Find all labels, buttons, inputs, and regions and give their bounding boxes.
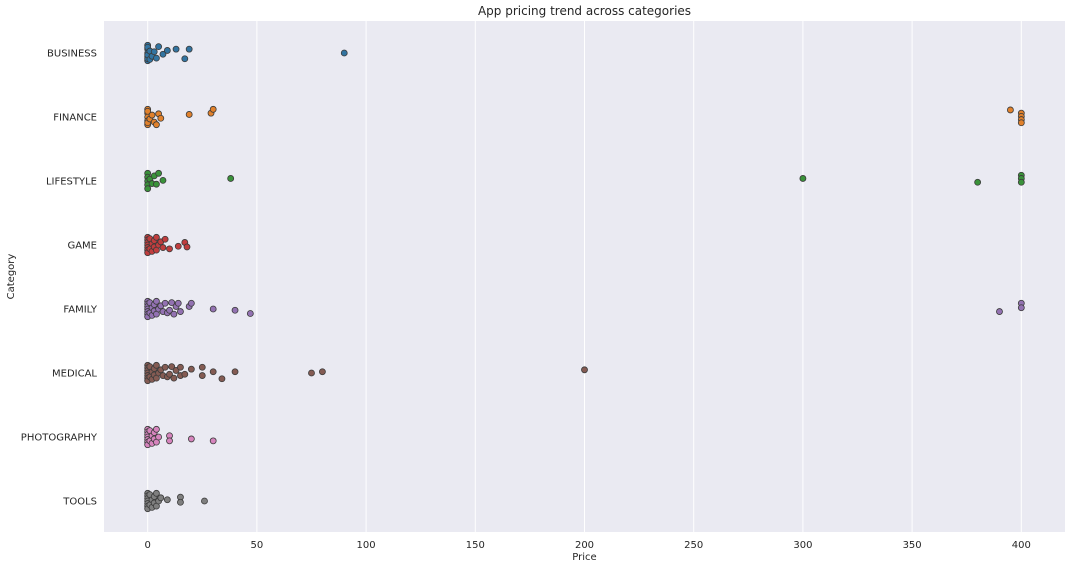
data-point (153, 425, 160, 433)
category-label: FAMILY (63, 305, 97, 316)
x-axis-title: Price (572, 552, 596, 563)
x-tick-label: 100 (357, 540, 376, 551)
data-point (246, 310, 254, 317)
data-point (209, 437, 217, 445)
data-point (153, 489, 160, 497)
data-point (163, 496, 171, 504)
data-point (198, 372, 206, 379)
data-point (153, 297, 160, 305)
x-tick-labels: 0 50 100 150 200 250 300 350 400 (144, 540, 1030, 551)
data-point (150, 48, 158, 56)
category-label: GAME (67, 241, 97, 252)
data-point (183, 243, 191, 251)
data-point (159, 50, 167, 58)
category-label: LIFESTYLE (46, 177, 97, 188)
data-point (168, 299, 176, 307)
data-point (231, 306, 239, 314)
data-point (187, 299, 195, 307)
data-point (161, 235, 169, 243)
x-tick-label: 300 (793, 540, 812, 551)
data-point (799, 175, 807, 182)
data-point (168, 363, 176, 371)
category-label: PHOTOGRAPHY (21, 433, 98, 444)
data-point (153, 233, 160, 241)
data-point (996, 308, 1003, 315)
data-point (209, 105, 217, 113)
data-point (185, 111, 193, 118)
data-point (166, 245, 173, 253)
data-point (1007, 106, 1014, 114)
data-point (170, 310, 178, 318)
data-point (172, 45, 180, 53)
data-point (153, 180, 160, 188)
data-point (163, 47, 171, 54)
x-tick-label: 400 (1012, 540, 1031, 551)
data-point (185, 45, 193, 53)
data-point (166, 437, 173, 445)
data-point (161, 363, 169, 371)
data-point (144, 107, 152, 115)
data-point (153, 54, 160, 62)
x-tick-label: 50 (251, 540, 264, 551)
x-tick-label: 350 (903, 540, 922, 551)
chart-title: App pricing trend across categories (478, 4, 691, 18)
data-point (159, 244, 167, 251)
category-label: BUSINESS (47, 49, 97, 60)
data-point (144, 185, 152, 193)
data-point (974, 178, 982, 186)
category-label: MEDICAL (52, 369, 97, 380)
data-point (174, 299, 182, 307)
data-point (201, 497, 208, 505)
data-point (187, 435, 195, 443)
data-point (181, 55, 189, 63)
data-point (153, 361, 160, 369)
data-point (148, 111, 156, 119)
data-point (153, 121, 160, 129)
data-point (155, 169, 163, 177)
data-point (174, 242, 182, 250)
data-point (581, 366, 588, 374)
data-point (161, 299, 169, 307)
x-tick-label: 0 (144, 540, 150, 551)
data-point (181, 370, 189, 378)
data-point (157, 494, 165, 502)
data-point (187, 365, 195, 373)
data-point (209, 368, 217, 376)
data-point (166, 306, 173, 314)
y-axis-title: Category (6, 254, 17, 300)
data-point (1017, 304, 1025, 312)
data-point (218, 375, 226, 383)
data-point (170, 374, 178, 382)
data-point (340, 49, 348, 57)
data-point (308, 369, 315, 377)
data-point (1017, 119, 1025, 127)
data-point (319, 368, 326, 376)
category-label: TOOLS (62, 497, 97, 508)
data-point (227, 175, 235, 182)
data-point (198, 363, 206, 371)
x-tick-label: 150 (466, 540, 485, 551)
data-point (155, 433, 163, 441)
x-tick-label: 200 (575, 540, 594, 551)
data-point (209, 305, 217, 313)
category-labels: BUSINESS FINANCE LIFESTYLE GAME FAMILY MEDICA… (21, 49, 98, 508)
data-point (177, 498, 184, 506)
data-point (231, 368, 239, 376)
data-point (166, 370, 173, 378)
data-point (157, 114, 165, 122)
category-label: FINANCE (53, 113, 97, 124)
data-point (159, 176, 167, 184)
x-tick-label: 250 (684, 540, 703, 551)
data-points (144, 41, 1025, 513)
data-point (155, 43, 163, 50)
data-point (1017, 178, 1025, 186)
data-point (177, 363, 184, 371)
data-point (177, 308, 184, 315)
